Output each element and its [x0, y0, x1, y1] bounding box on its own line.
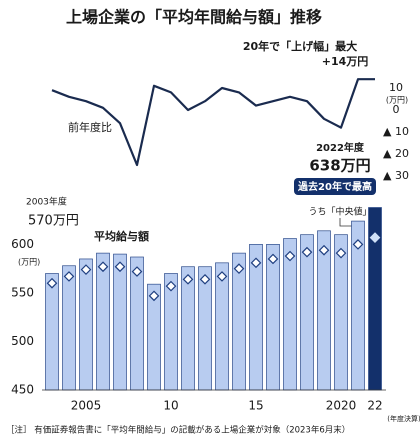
y-tick-label: 10 — [389, 81, 403, 94]
bar — [62, 265, 76, 391]
median-marker — [369, 232, 381, 243]
annotation: 570万円 — [28, 214, 79, 229]
annotation: 20年で「上げ幅」最大 — [243, 39, 357, 53]
x-tick-label: 15 — [248, 399, 263, 413]
bar — [300, 234, 314, 391]
y-tick-label: 0 — [393, 103, 400, 116]
x-tick-label: 10 — [163, 399, 178, 413]
median-marker — [284, 250, 296, 262]
median-marker — [233, 263, 245, 275]
median-marker — [148, 290, 160, 302]
y-tick-label: 500 — [11, 334, 34, 348]
x-tick-label: 22 — [367, 399, 382, 413]
line — [51, 78, 375, 167]
annotation: +14万円 — [322, 55, 369, 68]
annotation: 前年度比 — [68, 120, 112, 134]
bar — [198, 266, 212, 391]
median-marker — [182, 273, 194, 285]
x-tick-label: 2020 — [326, 399, 357, 413]
bar — [266, 244, 280, 391]
legend-label: うち「中央値」 — [308, 206, 371, 218]
chart-title: 上場企業の「平均年間給与額」推移 — [66, 8, 322, 27]
axis-unit: (万円) — [18, 258, 40, 267]
median-marker — [46, 277, 58, 289]
bar — [45, 273, 59, 391]
median-marker — [165, 280, 177, 292]
annotation: 2003年度 — [26, 196, 67, 208]
median-marker — [318, 244, 330, 256]
median-marker — [97, 261, 109, 273]
median-marker — [267, 253, 279, 265]
y-tick-label: 450 — [11, 383, 34, 397]
median-marker — [352, 239, 364, 250]
footnote: ［注］ 有価証券報告書に「平均年間給与」の記載がある上場企業が対象（2023年6… — [6, 425, 350, 436]
bar — [215, 262, 229, 391]
bar — [130, 256, 144, 391]
median-marker — [335, 247, 347, 259]
axis-unit: (年度決算) — [387, 414, 420, 423]
median-marker — [301, 246, 313, 258]
annotation: 638万円 — [309, 157, 370, 175]
median-marker — [216, 271, 228, 282]
y-tick-label: 550 — [11, 285, 34, 299]
annotation: 過去20年で最高 — [297, 180, 372, 193]
annotation: 2022年度 — [316, 141, 365, 154]
median-marker — [199, 273, 211, 285]
y-tick-label: 600 — [11, 237, 34, 251]
bar — [113, 253, 127, 391]
median-marker — [250, 257, 262, 269]
x-tick-label: 2005 — [71, 399, 102, 413]
median-marker — [63, 271, 75, 282]
legend-label: 平均給与額 — [94, 229, 149, 243]
axis-unit: (万円) — [386, 96, 408, 105]
y-tick-label: ▲ 20 — [383, 147, 409, 160]
y-tick-label: ▲ 30 — [383, 169, 409, 182]
badge — [294, 178, 376, 195]
bar — [96, 252, 110, 391]
median-marker — [114, 261, 126, 273]
y-tick-label: ▲ 10 — [383, 125, 409, 138]
bar — [79, 258, 93, 391]
bar — [181, 266, 195, 391]
median-marker — [131, 266, 143, 277]
median-marker — [80, 264, 92, 275]
